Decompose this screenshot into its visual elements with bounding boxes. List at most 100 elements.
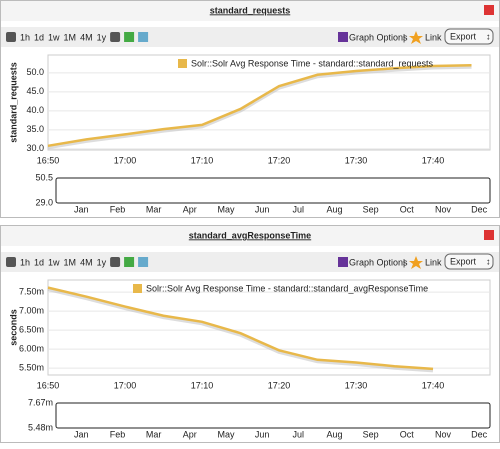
star-icon[interactable] [409,31,423,44]
forward-arrow[interactable] [110,32,121,42]
range-link[interactable]: 4M [80,257,93,267]
export-label[interactable]: Export [450,256,477,266]
graph-options[interactable]: Graph Options [349,257,408,267]
title-bar [1,1,499,21]
graph-options-icon[interactable] [338,257,348,267]
navigator-month: Apr [183,204,197,214]
x-tick-label: 17:10 [191,155,214,165]
range-link[interactable]: 1M [64,32,77,42]
legend-swatch [178,59,187,68]
y-axis-label: seconds [8,309,18,346]
x-tick-label: 17:00 [114,155,137,165]
y-tick-label: 6.00m [19,344,44,354]
export-caret: ↕ [486,31,491,41]
y-tick-label: 7.00m [19,306,44,316]
graph-panel: standard_avgResponseTime 1h 1d 1w 1M 4M 1y Grap… [0,225,500,443]
range-link[interactable]: 1w [48,257,60,267]
range-link[interactable]: 1w [48,32,60,42]
refresh-icon[interactable] [138,32,149,42]
title-bar [1,226,499,246]
x-tick-label: 17:20 [268,380,291,390]
navigator-month: May [217,204,235,214]
separator: | [403,32,405,42]
back-arrow[interactable] [6,257,16,267]
legend-label: Solr::Solr Avg Response Time - standard:… [191,58,433,68]
export-label[interactable]: Export [450,31,477,41]
refresh-icon[interactable] [138,257,149,267]
range-link[interactable]: 1d [34,257,44,267]
navigator-top-label: 7.67m [28,397,53,407]
navigator-month: Sep [363,429,379,439]
y-tick-label: 50.0 [26,67,44,77]
navigator-top-label: 50.5 [35,172,53,182]
y-tick-label: 35.0 [26,124,44,134]
range-link[interactable]: 4M [80,32,93,42]
series-line [47,64,472,148]
navigator-month: Jun [255,429,270,439]
export-caret: ↕ [486,256,491,266]
separator: | [403,257,405,267]
link[interactable]: Link [425,32,442,42]
export-button[interactable] [444,253,494,270]
navigator-month: Feb [110,429,126,439]
close-icon[interactable] [484,230,494,240]
x-tick-label: 17:40 [422,155,445,165]
graph-options[interactable]: Graph Options [349,32,408,42]
star-icon[interactable] [409,256,423,269]
navigator-month: Oct [400,204,415,214]
y-tick-label: 40.0 [26,105,44,115]
navigator-month: Mar [146,204,162,214]
y-tick-label: 30.0 [26,143,44,153]
y-tick-label: 6.50m [19,325,44,335]
navigator-month: Jun [255,204,270,214]
plot-area [47,279,491,376]
navigator-month: Dec [471,204,488,214]
navigator-month: Jan [74,429,89,439]
navigator-month: Aug [326,204,342,214]
navigator-month: Dec [471,429,488,439]
y-tick-label: 45.0 [26,86,44,96]
range-link[interactable]: 1M [64,257,77,267]
navigator-month: May [217,429,235,439]
line-shadow [47,64,472,150]
graph-panel: standard_requests 1h 1d 1w 1M 4M 1y Graph Optio… [0,0,500,218]
back-arrow[interactable] [6,32,16,42]
navigator-bottom-label: 29.0 [35,197,53,207]
expand-icon[interactable] [124,32,135,42]
y-axis-label: standard_requests [8,62,18,143]
x-tick-label: 17:00 [114,380,137,390]
panel-title: standard_requests [210,5,291,15]
close-icon[interactable] [484,5,494,15]
series-line [47,286,434,371]
forward-arrow[interactable] [110,257,121,267]
x-tick-label: 17:30 [345,380,368,390]
navigator-month: Nov [435,429,452,439]
x-tick-label: 17:20 [268,155,291,165]
link[interactable]: Link [425,257,442,267]
navigator-bottom-label: 5.48m [28,422,53,432]
range-link[interactable]: 1h [20,257,30,267]
navigator-month: Jan [74,204,89,214]
legend-label: Solr::Solr Avg Response Time - standard:… [146,283,428,293]
expand-icon[interactable] [124,257,135,267]
legend-swatch [133,284,142,293]
range-link[interactable]: 1y [97,257,107,267]
navigator-month: Jul [293,429,305,439]
x-tick-label: 16:50 [37,380,60,390]
panel-title: standard_avgResponseTime [189,230,311,240]
graph-options-icon[interactable] [338,32,348,42]
export-button[interactable] [444,28,494,45]
line-shadow [47,287,434,373]
range-link[interactable]: 1y [97,32,107,42]
x-tick-label: 17:30 [345,155,368,165]
navigator [55,177,491,204]
x-tick-label: 16:50 [37,155,60,165]
navigator-month: Feb [110,204,126,214]
range-link[interactable]: 1d [34,32,44,42]
x-tick-label: 17:40 [422,380,445,390]
navigator-month: Apr [183,429,197,439]
navigator-month: Aug [326,429,342,439]
y-tick-label: 5.50m [19,363,44,373]
range-link[interactable]: 1h [20,32,30,42]
